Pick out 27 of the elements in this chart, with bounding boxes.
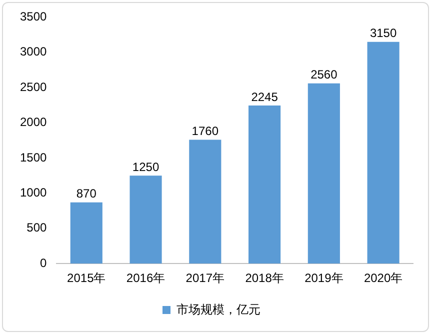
x-tick-label: 2015年 — [67, 271, 106, 286]
bar — [130, 176, 162, 264]
y-tick-label: 0 — [40, 256, 48, 270]
legend-label: 市场规模，亿元 — [176, 302, 260, 316]
y-tick-label: 3500 — [20, 10, 48, 24]
bar — [248, 106, 281, 264]
x-tick-label: 2020年 — [364, 271, 403, 286]
bar — [70, 202, 102, 264]
x-tick-label: 2018年 — [245, 271, 284, 286]
data-label: 2560 — [310, 68, 338, 82]
data-label: 870 — [76, 186, 97, 201]
y-tick-label: 1500 — [20, 150, 48, 164]
y-tick-label: 2500 — [20, 80, 48, 94]
bar — [367, 42, 400, 264]
x-tick-label: 2019年 — [304, 271, 344, 286]
y-tick-label: 2000 — [20, 115, 48, 130]
data-label: 1250 — [132, 160, 160, 174]
x-tick-label: 2017年 — [186, 271, 225, 286]
y-tick-label: 500 — [26, 220, 48, 235]
data-label: 1760 — [192, 124, 219, 138]
bar — [189, 140, 222, 264]
x-tick-label: 2016年 — [126, 271, 166, 286]
y-tick-label: 1000 — [20, 186, 48, 200]
y-tick-label: 3000 — [20, 44, 48, 59]
data-label: 3150 — [370, 26, 397, 40]
data-label: 2245 — [251, 90, 278, 104]
bar — [308, 83, 340, 264]
